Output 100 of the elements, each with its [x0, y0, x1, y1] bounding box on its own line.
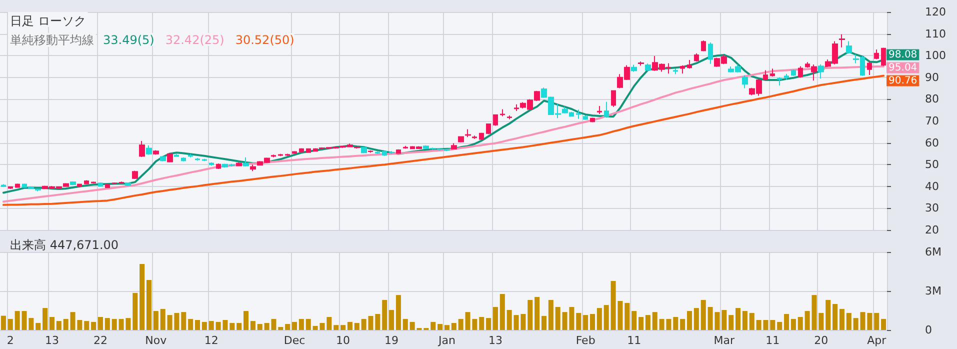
candlestick: [694, 52, 699, 62]
candlestick: [382, 150, 387, 156]
bar: [14, 311, 20, 330]
bar: [0, 316, 6, 330]
bar: [347, 322, 352, 330]
bar: [194, 320, 200, 330]
bar: [874, 312, 880, 330]
data-label: 95.04: [888, 62, 918, 74]
bar: [84, 321, 90, 330]
bar: [334, 325, 339, 330]
bar: [444, 325, 450, 330]
bar: [700, 300, 706, 330]
candlestick: [153, 150, 159, 156]
x-tick-label: 10: [336, 334, 350, 347]
bar: [430, 322, 436, 330]
text: 33.49(5): [103, 33, 154, 47]
bar: [722, 310, 727, 330]
bar: [590, 314, 595, 330]
candlestick: [770, 68, 775, 78]
bar: [492, 306, 498, 330]
bar: [208, 321, 214, 330]
candlestick: [292, 150, 297, 154]
candlestick: [611, 90, 616, 108]
bar: [244, 311, 249, 330]
y-tick-label: 0: [925, 324, 932, 336]
bar: [867, 312, 872, 330]
bar: [680, 318, 686, 330]
bar: [742, 311, 748, 330]
bar: [534, 296, 540, 330]
candlestick: [271, 154, 276, 158]
bar: [673, 317, 678, 330]
bar: [583, 315, 588, 330]
chart-title: 日足 ローソク: [10, 14, 86, 28]
candlestick: [396, 148, 401, 154]
candlestick: [680, 64, 685, 74]
bar: [285, 324, 290, 330]
candlestick: [846, 40, 852, 54]
bar: [632, 311, 637, 330]
bar: [98, 317, 103, 330]
data-label: 90.76: [888, 75, 918, 86]
bar: [402, 318, 408, 330]
candlestick: [874, 48, 879, 60]
y-tick-label: 60: [925, 136, 939, 150]
bar: [112, 318, 117, 330]
bar: [687, 311, 692, 330]
bar: [340, 325, 346, 330]
bar: [798, 317, 803, 330]
x-tick-label: 2: [6, 334, 14, 347]
bar: [49, 317, 54, 330]
candlestick: [881, 47, 886, 66]
bar: [292, 322, 298, 330]
bar: [160, 308, 166, 330]
bar: [382, 300, 388, 330]
candlestick: [458, 136, 464, 143]
bar: [438, 324, 443, 330]
x-tick-label: 13: [44, 334, 59, 347]
data-label: 98.08: [888, 49, 918, 60]
bar: [736, 308, 741, 330]
candlestick: [701, 40, 706, 52]
bar: [396, 295, 401, 330]
y-tick-label: 100: [925, 49, 946, 62]
bar: [790, 318, 796, 330]
y-tick-label: 70: [925, 114, 939, 128]
candlestick: [590, 117, 595, 123]
candlestick: [15, 183, 20, 188]
bar: [306, 318, 311, 330]
candlestick: [479, 132, 484, 140]
bar: [528, 300, 533, 330]
x-tick-label: Feb: [576, 334, 596, 347]
x-tick-label: Dec: [284, 334, 306, 347]
candlestick: [1, 184, 6, 188]
candlestick: [8, 186, 13, 190]
candlestick: [638, 60, 644, 66]
x-tick-label: 11: [627, 334, 642, 347]
candlestick: [216, 163, 221, 170]
bar: [832, 304, 838, 330]
candlestick: [583, 115, 588, 120]
bar: [375, 314, 380, 330]
bar: [56, 321, 62, 330]
candlestick: [631, 64, 637, 72]
candlestick: [791, 69, 796, 76]
bar: [826, 300, 831, 330]
candlestick: [451, 142, 457, 150]
candlestick: [403, 145, 408, 150]
candlestick: [132, 170, 138, 180]
bar: [624, 302, 630, 330]
bar: [104, 318, 110, 330]
candlestick: [493, 114, 498, 126]
candlestick: [188, 154, 193, 158]
y-tick-label: 50: [925, 158, 939, 172]
candlestick: [576, 109, 581, 120]
bar: [749, 312, 754, 330]
candlestick: [299, 148, 304, 153]
candlestick: [146, 144, 152, 156]
candlestick: [167, 152, 173, 163]
candlestick: [160, 155, 166, 162]
candlestick: [867, 60, 872, 76]
bar: [257, 324, 262, 330]
candlestick: [604, 101, 609, 118]
x-tick-label: 20: [814, 334, 828, 347]
